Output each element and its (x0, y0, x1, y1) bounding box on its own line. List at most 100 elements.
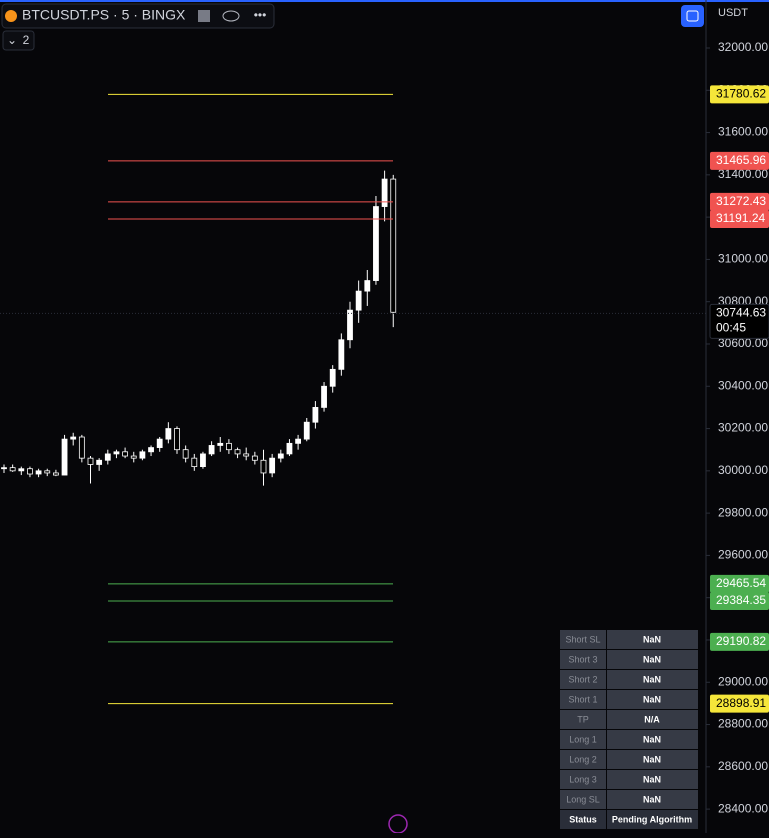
table-value: NaN (643, 674, 661, 684)
y-tick-label: 28600.00 (718, 759, 768, 773)
candle-body (234, 449, 241, 455)
candle-body (139, 451, 146, 459)
table-value: N/A (644, 714, 660, 724)
table-value-cell (607, 750, 698, 769)
candle-body (312, 407, 319, 423)
candle-body (251, 455, 258, 461)
y-tick-label: 29600.00 (718, 548, 768, 562)
y-tick-label: 30400.00 (718, 378, 768, 392)
countdown: 00:45 (716, 321, 746, 335)
candle-body (165, 428, 172, 440)
table-value-cell (607, 710, 698, 729)
level-label: 29190.82 (716, 634, 766, 648)
y-tick-label: 32000.00 (718, 40, 768, 54)
table-value-cell (607, 790, 698, 809)
candle-body (53, 472, 59, 476)
candle-body (303, 421, 310, 440)
table-label-cell (560, 710, 606, 729)
candle-body (381, 178, 388, 207)
candle-body (200, 453, 206, 468)
table-label-cell (560, 750, 606, 769)
level-label-box (710, 192, 769, 211)
table-label-cell (560, 630, 606, 649)
y-tick-label: 30200.00 (718, 421, 768, 435)
table-value: NaN (643, 794, 661, 804)
y-tick-label: 30000.00 (718, 463, 768, 477)
level-label-box (710, 574, 769, 593)
table-value: NaN (643, 694, 661, 704)
table-label: TP (577, 714, 589, 724)
candle-body (321, 385, 327, 408)
candle-body (174, 428, 180, 451)
top-border (0, 0, 769, 2)
table-label: Short SL (565, 634, 600, 644)
level-label-box (710, 694, 769, 713)
y-tick-label: 31600.00 (718, 125, 768, 139)
candle-body (269, 457, 276, 474)
table-label: Long 2 (569, 754, 597, 764)
table-label: Status (569, 814, 597, 824)
candle-body (44, 470, 51, 474)
level-label: 29384.35 (716, 593, 766, 607)
table-label-cell (560, 650, 606, 669)
y-tick-label: 31000.00 (718, 252, 768, 266)
level-label-box (710, 632, 769, 651)
chevron[interactable]: ⌄ (7, 33, 17, 47)
settings-button[interactable] (681, 5, 704, 27)
y-tick-label: 29800.00 (718, 505, 768, 519)
eye-icon[interactable] (222, 10, 240, 22)
candle-body (87, 457, 94, 465)
table-label-cell (560, 670, 606, 689)
candle-body (277, 453, 284, 459)
candle-body (373, 206, 379, 281)
candle-body (286, 442, 293, 455)
candle-body (122, 451, 128, 457)
level-label-box (710, 591, 769, 610)
table-label-cell (560, 690, 606, 709)
last-price-box (709, 303, 769, 339)
table-value-cell (607, 730, 698, 749)
table-value: NaN (643, 634, 661, 644)
level-label: 29465.54 (716, 576, 766, 590)
candle-body (70, 436, 77, 440)
table-label-cell (560, 790, 606, 809)
level-label: 31780.62 (716, 87, 766, 101)
candle-body (295, 438, 302, 444)
button-icon (686, 10, 699, 22)
coin-icon (5, 10, 17, 22)
table-label: Short 2 (568, 674, 597, 684)
level-label-box (710, 151, 769, 170)
more-icon[interactable]: ••• (254, 8, 267, 22)
level-label: 28898.91 (716, 696, 766, 710)
table-value: NaN (643, 774, 661, 784)
level-label-box (710, 209, 769, 228)
candle-body (156, 438, 163, 448)
level-label: 31272.43 (716, 194, 766, 208)
y-tick-label: 28400.00 (718, 801, 768, 815)
table-value: NaN (643, 754, 661, 764)
table-value: NaN (643, 654, 661, 664)
table-value-cell (607, 670, 698, 689)
table-label: Short 3 (568, 654, 597, 664)
table-label: Long SL (566, 794, 600, 804)
candle-body (347, 309, 353, 341)
table-value-cell (607, 770, 698, 789)
currency[interactable]: USDT (718, 7, 748, 19)
table-label-cell (560, 810, 606, 829)
symbol[interactable]: BTCUSDT.PS · 5 · BINGX (22, 7, 186, 23)
candle-body (225, 442, 232, 451)
flag-icon[interactable] (198, 10, 210, 22)
candle-body (390, 178, 397, 313)
candle-body (338, 339, 345, 370)
candle-body (18, 468, 25, 472)
table-label-cell (560, 770, 606, 789)
candle-body (364, 280, 371, 292)
indicator-count[interactable]: 2 (23, 33, 30, 47)
candle-body (27, 468, 33, 475)
indicator-toggle[interactable] (2, 30, 35, 51)
candle-body (1, 467, 7, 470)
candle-body (9, 467, 16, 472)
table-value-cell (607, 630, 698, 649)
candle-body (104, 453, 111, 461)
